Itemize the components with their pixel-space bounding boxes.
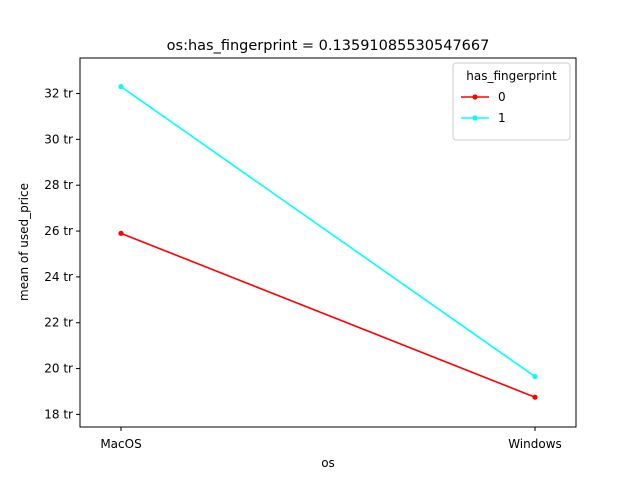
y-tick-label: 22 tr [44,316,73,330]
plot-frame [79,57,577,428]
series-line-1 [120,85,536,378]
x-axis-label: os [321,456,335,470]
data-point-1 [532,373,538,380]
chart-title: os:has_fingerprint = 0.13591085530547667 [167,38,490,54]
y-tick-label: 30 tr [44,132,73,146]
y-tick-label: 24 tr [44,270,73,284]
x-tick-label: MacOS [100,437,141,451]
data-point-0 [532,394,538,400]
y-tick-label: 32 tr [44,87,73,101]
legend: has_fingerprint 0 1 [452,62,571,141]
legend-title: has_fingerprint [466,69,557,83]
data-point-0 [118,230,124,236]
y-axis-label: mean of used_price [17,183,31,301]
legend-box [452,62,571,141]
y-tick-label: 18 tr [44,407,73,421]
y-tick-label: 20 tr [44,362,73,376]
y-tick-label: 28 tr [44,178,73,192]
legend-marker-1 [472,115,478,121]
y-tick-label: 26 tr [44,224,73,238]
legend-marker-0 [472,94,478,100]
legend-label-0: 0 [498,90,506,104]
series-line-0 [120,232,536,398]
x-tick-label: Windows [508,437,562,451]
data-point-1 [118,84,124,90]
legend-label-1: 1 [498,111,506,125]
